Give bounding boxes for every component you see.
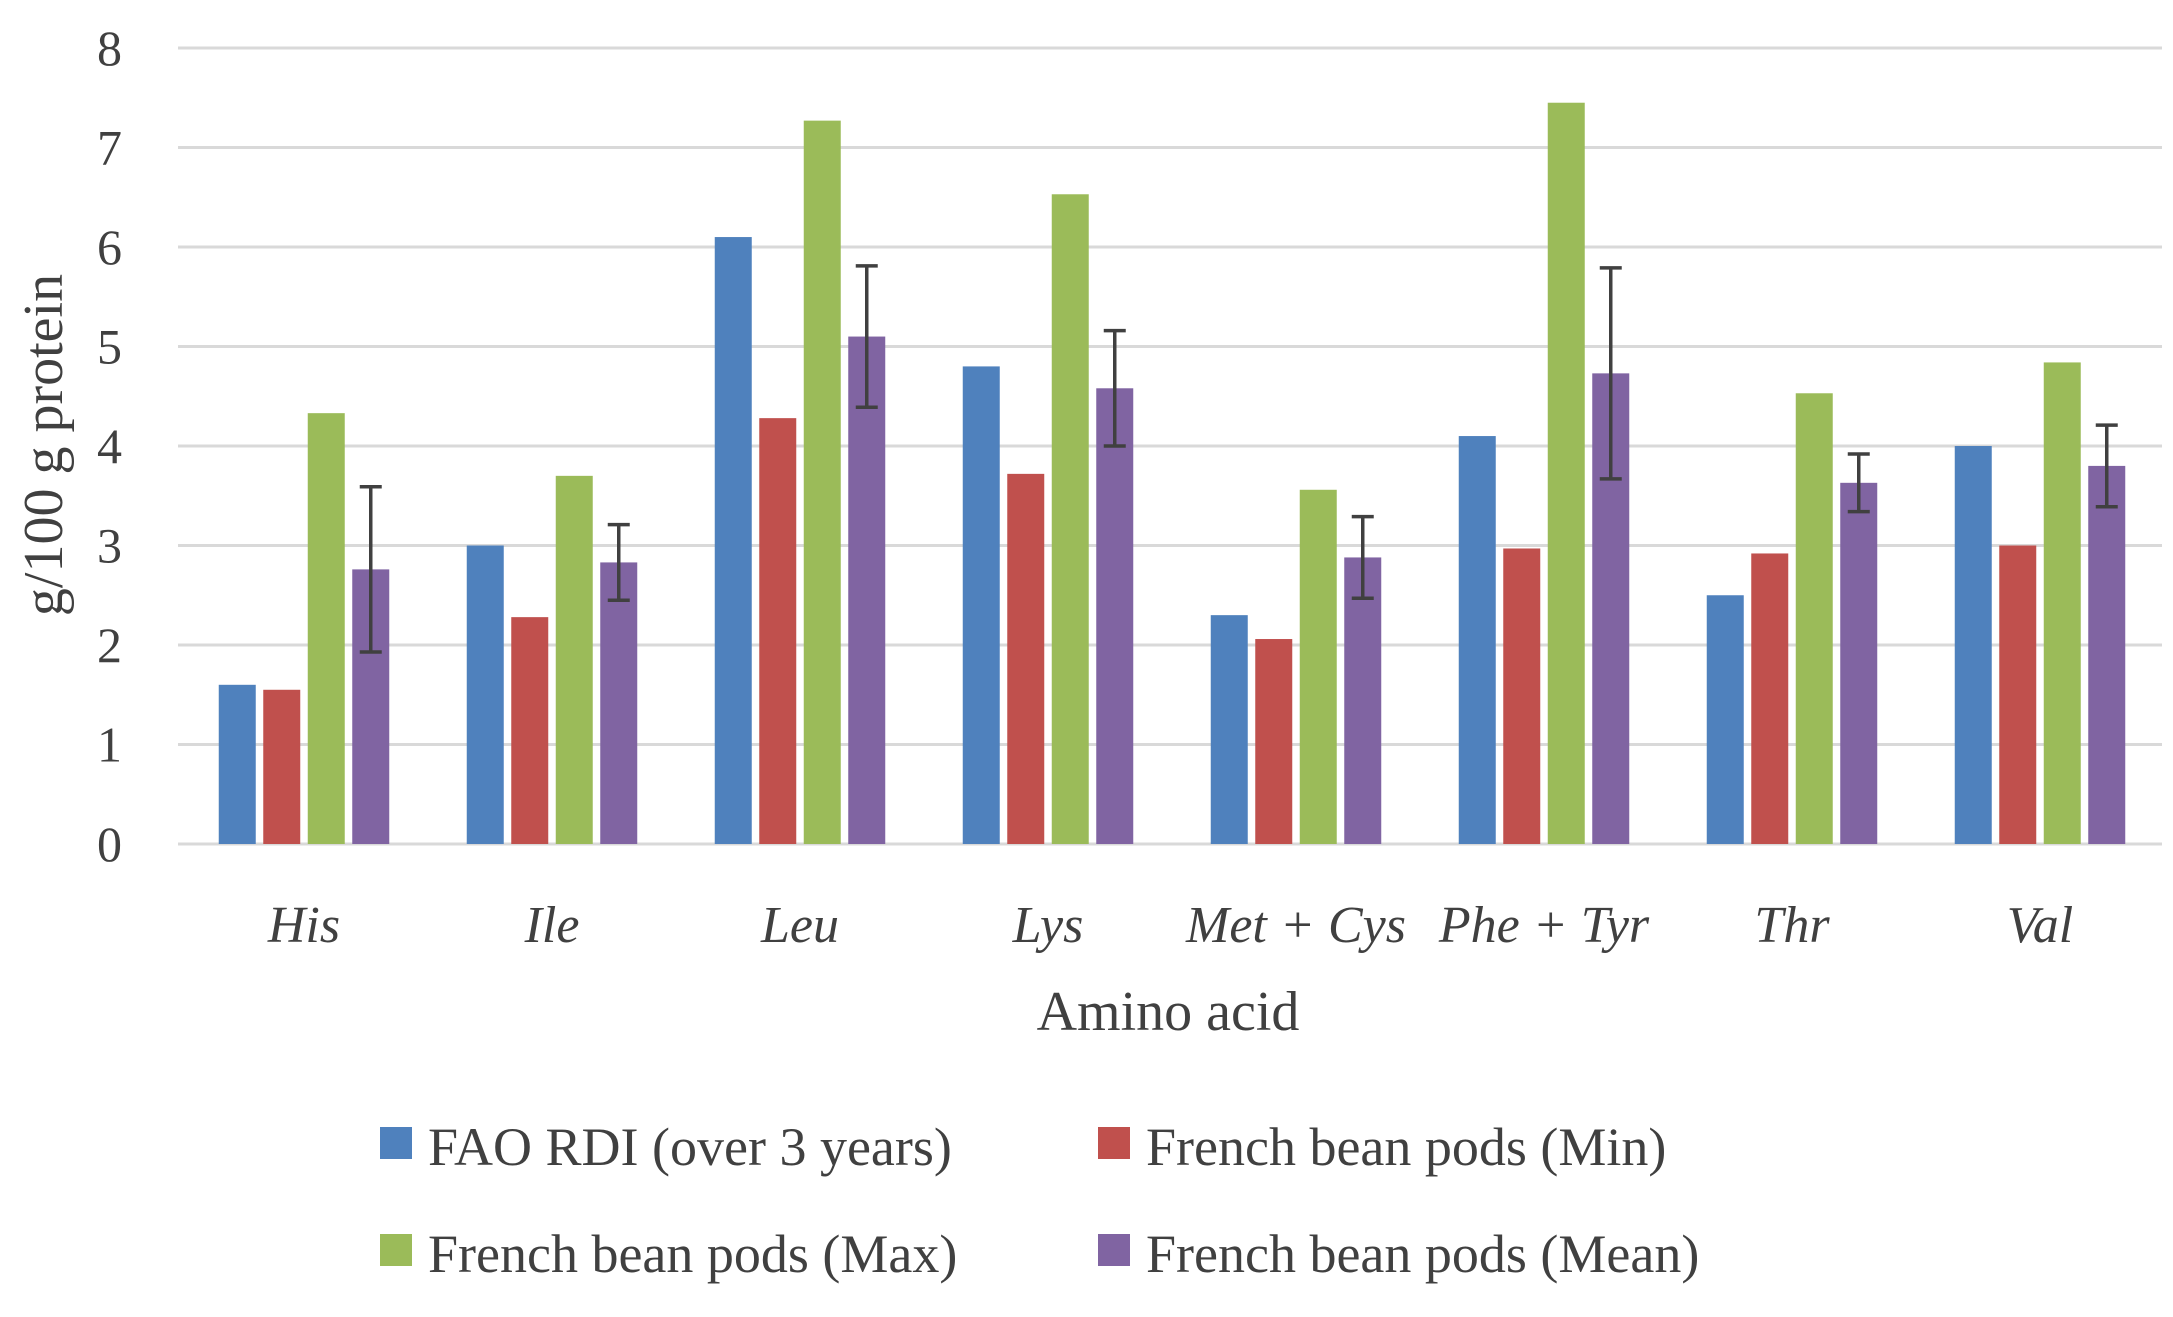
- y-tick-label: 7: [97, 120, 122, 176]
- x-tick-label: Phe + Tyr: [1438, 897, 1650, 954]
- legend-label: French bean pods (Max): [428, 1224, 957, 1284]
- bar-val-series-2: [2043, 362, 2081, 844]
- bar-ile-series-2: [555, 475, 593, 844]
- bars: [218, 102, 2126, 845]
- y-tick-label: 1: [97, 717, 122, 773]
- error-bar-lys: [1103, 328, 1126, 448]
- bar-ile-series-1: [511, 617, 549, 844]
- legend-label: French bean pods (Mean): [1146, 1224, 1699, 1284]
- y-tick-label: 3: [97, 518, 122, 574]
- bar-ile-series-3: [600, 562, 638, 844]
- bar-val-series-1: [1999, 545, 2037, 844]
- bar-leu-series-2: [803, 120, 841, 844]
- legend-swatch: [1098, 1127, 1130, 1159]
- y-axis-title: g/100 g protein: [13, 274, 75, 616]
- x-tick-label: Lys: [1012, 897, 1084, 954]
- error-bar-thr: [1847, 452, 1870, 514]
- bar-his-series-1: [263, 689, 301, 844]
- bar-met-cys-series-0: [1210, 615, 1248, 844]
- legend-swatch: [380, 1234, 412, 1266]
- error-bar-phe-tyr: [1599, 266, 1622, 481]
- x-tick-label: Met + Cys: [1185, 897, 1406, 954]
- legend-swatch: [1098, 1234, 1130, 1266]
- legend-label: FAO RDI (over 3 years): [428, 1117, 952, 1177]
- y-tick-label: 4: [97, 418, 122, 474]
- bar-thr-series-1: [1751, 553, 1789, 844]
- bar-lys-series-3: [1096, 388, 1134, 844]
- bar-met-cys-series-2: [1299, 489, 1337, 844]
- legend-item: French bean pods (Min): [1098, 1117, 1666, 1177]
- bar-phe-tyr-series-1: [1503, 548, 1541, 844]
- bar-thr-series-2: [1795, 393, 1833, 844]
- error-bar-ile: [607, 522, 630, 602]
- bar-his-series-0: [218, 684, 256, 844]
- bar-lys-series-1: [1007, 473, 1045, 844]
- bar-phe-tyr-series-0: [1458, 436, 1496, 844]
- y-tick-label: 2: [97, 617, 122, 673]
- bar-leu-series-0: [714, 237, 752, 845]
- legend-item: French bean pods (Mean): [1098, 1224, 1699, 1284]
- bar-leu-series-1: [759, 418, 797, 844]
- bar-leu-series-3: [848, 336, 886, 844]
- x-tick-label: Val: [2007, 897, 2073, 954]
- y-tick-label: 8: [97, 20, 122, 76]
- legend-swatch: [380, 1127, 412, 1159]
- error-bar-val: [2095, 423, 2118, 509]
- x-tick-label: Thr: [1754, 897, 1830, 954]
- y-tick-label: 6: [97, 219, 122, 275]
- bar-his-series-2: [307, 413, 345, 844]
- bar-lys-series-2: [1051, 194, 1089, 844]
- x-tick-label: Ile: [524, 897, 580, 954]
- error-bar-met-cys: [1351, 514, 1374, 600]
- bar-thr-series-3: [1840, 482, 1878, 844]
- gridlines: [178, 46, 2162, 846]
- x-axis-title: Amino acid: [1037, 981, 1300, 1043]
- bar-val-series-3: [2088, 465, 2126, 844]
- error-bar-his: [359, 485, 382, 654]
- x-tick-label: Leu: [760, 897, 839, 954]
- bar-lys-series-0: [962, 366, 1000, 844]
- y-tick-label: 0: [97, 816, 122, 872]
- legend-item: FAO RDI (over 3 years): [380, 1117, 952, 1177]
- legend-item: French bean pods (Max): [380, 1224, 957, 1284]
- x-tick-label: His: [267, 897, 340, 954]
- bar-met-cys-series-3: [1344, 557, 1382, 844]
- bar-thr-series-0: [1706, 595, 1744, 844]
- error-bars: [359, 264, 2118, 654]
- y-tick-label: 5: [97, 319, 122, 375]
- bar-ile-series-0: [466, 545, 504, 844]
- bar-val-series-0: [1954, 446, 1992, 844]
- x-axis-ticks: His Ile Leu Lys Met + Cys Phe + Tyr Thr Val: [267, 897, 2073, 954]
- legend: FAO RDI (over 3 years) French bean pods (…: [380, 1117, 1699, 1284]
- bar-met-cys-series-1: [1255, 639, 1293, 844]
- y-axis-ticks: 0 1 2 3 4 5 6 7 8: [97, 20, 122, 872]
- error-bar-leu: [855, 264, 878, 409]
- bar-phe-tyr-series-2: [1547, 102, 1585, 845]
- legend-label: French bean pods (Min): [1146, 1117, 1666, 1177]
